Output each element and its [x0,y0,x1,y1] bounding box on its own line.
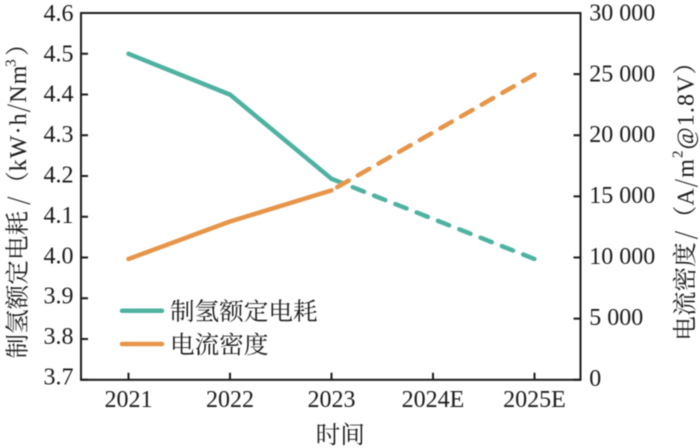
svg-text:4.4: 4.4 [44,82,74,108]
svg-text:20 000: 20 000 [589,122,655,148]
svg-text:4.6: 4.6 [44,1,74,27]
svg-text:4.2: 4.2 [44,163,74,189]
svg-text:0: 0 [589,366,601,392]
svg-text:3.8: 3.8 [44,324,74,350]
svg-text:5 000: 5 000 [589,305,643,331]
svg-text:4.3: 4.3 [44,122,74,148]
svg-text:3.9: 3.9 [44,284,74,310]
svg-text:30 000: 30 000 [589,0,655,26]
svg-text:10 000: 10 000 [589,244,655,270]
svg-text:25 000: 25 000 [589,61,655,87]
svg-text:4.5: 4.5 [44,41,74,67]
svg-text:2021: 2021 [105,387,153,413]
svg-text:2023: 2023 [308,387,356,413]
svg-text:2022: 2022 [206,387,254,413]
svg-text:2024E: 2024E [402,387,465,413]
svg-text:4.1: 4.1 [44,203,74,229]
svg-text:2025E: 2025E [503,387,566,413]
svg-text:15 000: 15 000 [589,183,655,209]
svg-text:4.0: 4.0 [44,243,74,269]
svg-text:3.7: 3.7 [44,365,74,391]
